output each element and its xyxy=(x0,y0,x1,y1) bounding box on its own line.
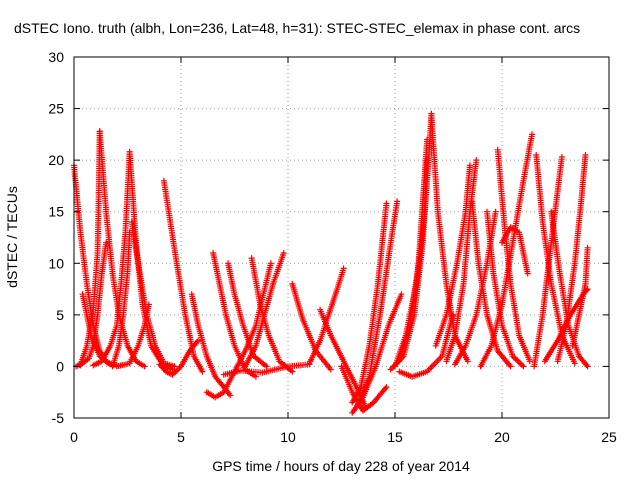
data-series xyxy=(396,311,456,380)
tick-labels: 0 5 10 15 20 25 -5 0 5 10 15 20 25 30 xyxy=(48,49,617,445)
y-axis-label: dSTEC / TECUs xyxy=(4,186,20,288)
series-markers xyxy=(533,152,578,367)
data-series xyxy=(248,255,296,375)
series-markers xyxy=(160,177,206,375)
data-series xyxy=(396,136,431,365)
series-markers xyxy=(499,224,531,277)
series-markers xyxy=(349,291,405,416)
data-series xyxy=(533,152,578,367)
data-series xyxy=(541,286,591,365)
series-markers xyxy=(349,200,390,406)
series-markers xyxy=(392,110,435,370)
y-tick-label: 25 xyxy=(48,101,64,117)
data-series xyxy=(156,337,202,378)
data-series xyxy=(349,291,405,416)
x-axis-label: GPS time / hours of day 228 of year 2014 xyxy=(212,458,470,474)
series-markers xyxy=(156,337,202,378)
series-markers xyxy=(210,250,259,380)
series-markers xyxy=(248,255,296,375)
series-markers xyxy=(494,146,533,365)
series-markers xyxy=(109,229,133,370)
data-series xyxy=(128,219,178,370)
data-series xyxy=(349,200,390,406)
y-tick-label: 30 xyxy=(48,49,64,65)
x-tick-label: 10 xyxy=(280,429,296,445)
series-markers xyxy=(242,250,287,370)
y-tick-label: 15 xyxy=(48,204,64,220)
y-tick-label: 20 xyxy=(48,152,64,168)
data-series xyxy=(109,229,133,370)
data-series xyxy=(203,260,274,401)
series-markers xyxy=(220,361,313,378)
series-markers xyxy=(126,148,176,373)
y-tick-label: 0 xyxy=(56,358,64,374)
x-tick-label: 5 xyxy=(177,429,185,445)
series-markers xyxy=(128,219,178,370)
series-markers xyxy=(203,260,274,401)
x-tick-label: 20 xyxy=(494,429,510,445)
y-tick-label: 10 xyxy=(48,255,64,271)
data-series xyxy=(317,306,368,409)
data-points xyxy=(71,110,591,416)
y-tick-label: 5 xyxy=(56,307,64,323)
data-series xyxy=(494,146,533,365)
data-series xyxy=(160,177,206,375)
data-series xyxy=(392,110,435,370)
data-series xyxy=(73,239,110,370)
data-series xyxy=(220,361,313,378)
data-series xyxy=(126,148,176,373)
data-series xyxy=(210,250,259,380)
data-series xyxy=(432,162,473,349)
series-markers xyxy=(317,306,368,409)
x-tick-label: 25 xyxy=(601,429,617,445)
axis-ticks xyxy=(73,56,610,419)
data-series xyxy=(242,250,287,370)
x-tick-label: 0 xyxy=(70,429,78,445)
y-tick-label: -5 xyxy=(52,410,65,426)
plot-frame xyxy=(73,56,610,419)
series-markers xyxy=(396,136,431,365)
x-tick-label: 15 xyxy=(387,429,403,445)
series-markers xyxy=(432,162,473,349)
data-series xyxy=(499,224,531,277)
chart-title: dSTEC Iono. truth (albh, Lon=236, Lat=48… xyxy=(14,20,580,36)
series-markers xyxy=(541,286,591,365)
series-markers xyxy=(396,311,456,380)
series-markers xyxy=(73,239,110,370)
